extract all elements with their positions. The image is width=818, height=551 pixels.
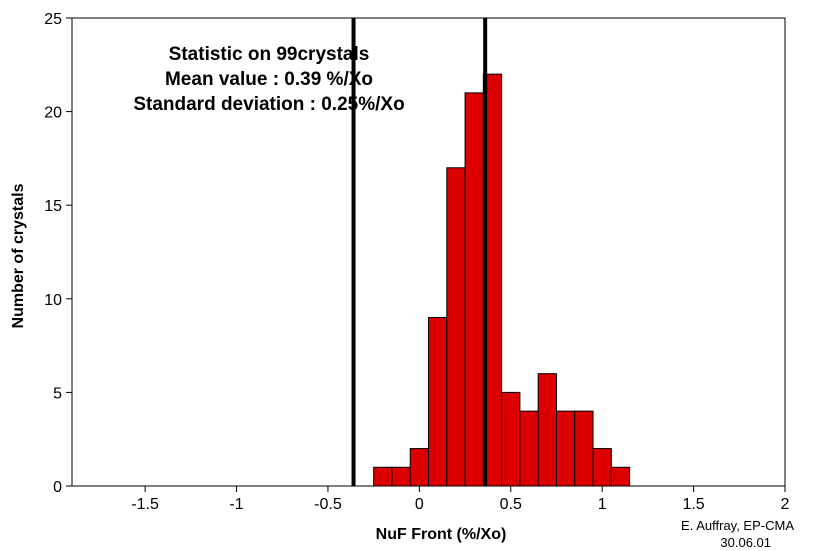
histogram-bar-3 (428, 317, 448, 487)
y-axis-ticks: 0 5 10 15 20 25 (44, 11, 72, 496)
y-tick-label: 20 (44, 105, 62, 122)
annotation-line-2: Mean value : 0.39 %/Xo (165, 69, 373, 90)
bars-group (373, 73, 631, 487)
histogram-bar-5 (464, 92, 484, 487)
x-tick-label: 2 (781, 496, 790, 513)
histogram-bar-7 (501, 391, 521, 487)
histogram-bar-8 (519, 410, 539, 487)
y-tick-label: 5 (53, 385, 62, 402)
x-axis-ticks: -1.5 -1 -0.5 0 0.5 1 1.5 2 (131, 486, 790, 513)
y-tick-label: 10 (44, 292, 62, 309)
histogram-bar-0 (373, 466, 393, 487)
x-tick-label: 1.5 (682, 496, 704, 513)
y-tick-label: 0 (53, 479, 62, 496)
histogram-bar-10 (555, 410, 576, 487)
x-tick-label: 0.5 (500, 496, 522, 513)
annotation-line-3: Standard deviation : 0.25%/Xo (133, 94, 404, 115)
x-tick-label: 0 (415, 496, 424, 513)
x-tick-label: 1 (598, 496, 607, 513)
x-tick-label: -1.5 (131, 496, 159, 513)
histogram-bar-11 (574, 410, 594, 487)
histogram-bar-9 (537, 373, 557, 487)
histogram-bar-12 (592, 448, 612, 487)
annotation-line-1: Statistic on 99crystals (169, 44, 370, 65)
author-credit: E. Auffray, EP-CMA (681, 518, 794, 533)
y-tick-label: 15 (44, 198, 62, 215)
annotation-box: Statistic on 99crystals Mean value : 0.3… (133, 44, 404, 115)
x-tick-label: -1 (229, 496, 243, 513)
x-tick-label: -0.5 (314, 496, 342, 513)
date-credit: 30.06.01 (720, 535, 771, 550)
y-tick-label: 25 (44, 11, 62, 28)
vertical-lines-group (351, 18, 488, 486)
histogram-bar-13 (610, 466, 631, 487)
histogram-bar-4 (446, 167, 466, 487)
plot-frame (71, 17, 786, 487)
y-axis-label: Number of crystals (10, 183, 27, 328)
histogram-bar-2 (409, 448, 430, 487)
x-axis-label: NuF Front (%/Xo) (376, 526, 507, 543)
histogram-bar-1 (391, 466, 411, 487)
